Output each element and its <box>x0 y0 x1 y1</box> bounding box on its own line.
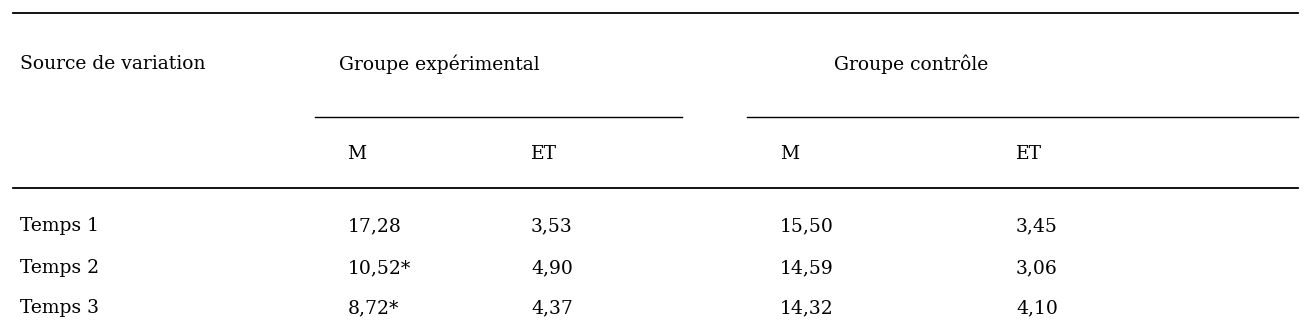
Text: Temps 1: Temps 1 <box>20 217 98 235</box>
Text: ET: ET <box>531 145 557 163</box>
Text: 10,52*: 10,52* <box>347 259 410 277</box>
Text: Groupe expérimental: Groupe expérimental <box>338 55 540 74</box>
Text: M: M <box>780 145 800 163</box>
Text: 14,32: 14,32 <box>780 299 834 317</box>
Text: 4,90: 4,90 <box>531 259 573 277</box>
Text: Groupe contrôle: Groupe contrôle <box>834 55 988 74</box>
Text: 3,45: 3,45 <box>1016 217 1058 235</box>
Text: 14,59: 14,59 <box>780 259 834 277</box>
Text: Temps 2: Temps 2 <box>20 259 98 277</box>
Text: 3,06: 3,06 <box>1016 259 1058 277</box>
Text: ET: ET <box>1016 145 1042 163</box>
Text: 17,28: 17,28 <box>347 217 401 235</box>
Text: 4,10: 4,10 <box>1016 299 1058 317</box>
Text: M: M <box>347 145 367 163</box>
Text: 4,37: 4,37 <box>531 299 573 317</box>
Text: 8,72*: 8,72* <box>347 299 399 317</box>
Text: 3,53: 3,53 <box>531 217 573 235</box>
Text: Temps 3: Temps 3 <box>20 299 98 317</box>
Text: 15,50: 15,50 <box>780 217 834 235</box>
Text: Source de variation: Source de variation <box>20 55 205 73</box>
